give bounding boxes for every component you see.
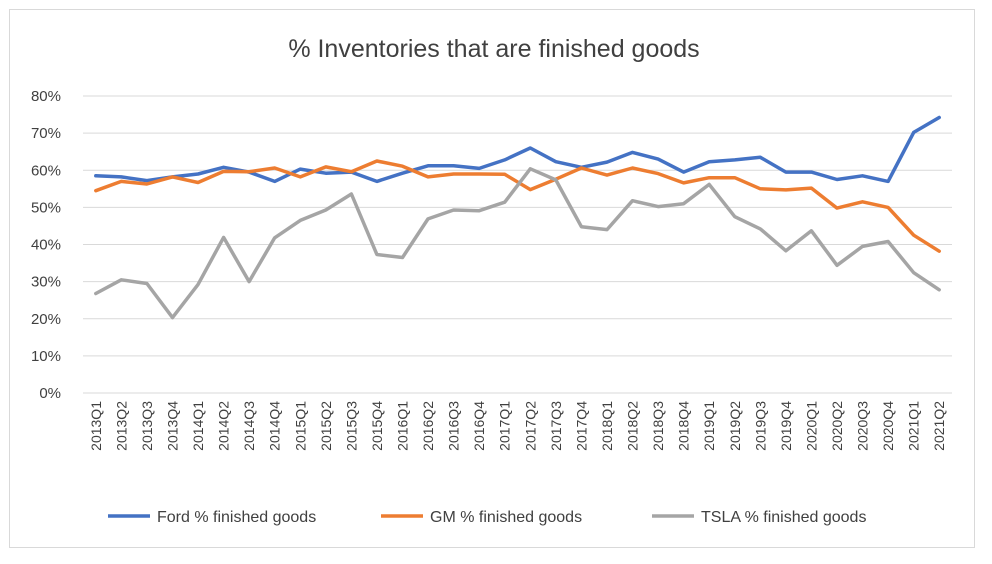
legend: Ford % finished goods GM % finished goods… — [108, 509, 866, 526]
x-tick-label: 2014Q4 — [267, 401, 283, 451]
x-tick-label: 2017Q1 — [497, 401, 513, 451]
gridlines — [83, 95, 952, 394]
y-tick-label: 20% — [31, 311, 61, 328]
x-tick-label: 2015Q3 — [343, 401, 359, 451]
x-tick-label: 2016Q2 — [420, 401, 436, 451]
y-tick-label: 10% — [31, 348, 61, 365]
chart-frame — [9, 9, 975, 548]
x-tick-label: 2020Q4 — [880, 401, 896, 451]
x-axis-ticks: 2013Q1 2013Q2 2013Q3 2013Q4 2014Q1 2014Q2 2014… — [88, 401, 947, 451]
x-tick-label: 2013Q3 — [139, 401, 155, 451]
chart-title: % Inventories that are finished goods — [288, 35, 699, 63]
y-tick-label: 70% — [31, 125, 61, 142]
legend-label: Ford % finished goods — [157, 509, 316, 526]
x-tick-label: 2017Q4 — [573, 401, 589, 451]
series-line-1 — [94, 115, 941, 184]
y-tick-label: 0% — [39, 385, 61, 402]
y-tick-label: 60% — [31, 162, 61, 179]
x-tick-label: 2013Q1 — [88, 401, 104, 451]
x-tick-label: 2018Q3 — [650, 401, 666, 451]
y-tick-label: 50% — [31, 199, 61, 216]
x-tick-label: 2018Q2 — [625, 401, 641, 451]
x-tick-label: 2018Q4 — [676, 401, 692, 451]
x-tick-label: 2016Q1 — [394, 401, 410, 451]
x-tick-label: 2014Q3 — [241, 401, 257, 451]
series-lines — [94, 115, 941, 320]
x-tick-label: 2019Q2 — [727, 401, 743, 451]
x-tick-label: 2021Q2 — [931, 401, 947, 451]
x-tick-label: 2020Q3 — [855, 401, 871, 451]
x-tick-label: 2019Q3 — [752, 401, 768, 451]
x-tick-label: 2017Q3 — [548, 401, 564, 451]
x-tick-label: 2013Q4 — [164, 401, 180, 451]
y-tick-label: 30% — [31, 274, 61, 291]
x-tick-label: 2015Q4 — [369, 401, 385, 451]
x-tick-label: 2014Q2 — [216, 401, 232, 451]
y-tick-label: 40% — [31, 237, 61, 254]
series-line-3 — [94, 167, 941, 320]
x-tick-label: 2015Q2 — [318, 401, 334, 451]
x-tick-label: 2013Q2 — [113, 401, 129, 451]
x-tick-label: 2019Q1 — [701, 401, 717, 451]
x-tick-label: 2020Q2 — [829, 401, 845, 451]
x-tick-label: 2016Q4 — [471, 401, 487, 451]
series-line-2 — [94, 159, 941, 253]
x-tick-label: 2018Q1 — [599, 401, 615, 451]
x-tick-label: 2017Q2 — [522, 401, 538, 451]
y-axis-ticks: 0% 10% 20% 30% 40% 50% 60% 70% 80% — [31, 88, 61, 402]
x-tick-label: 2019Q4 — [778, 401, 794, 451]
x-tick-label: 2020Q1 — [803, 401, 819, 451]
y-tick-label: 80% — [31, 88, 61, 105]
x-tick-label: 2014Q1 — [190, 401, 206, 451]
x-tick-label: 2016Q3 — [446, 401, 462, 451]
x-tick-label: 2015Q1 — [292, 401, 308, 451]
x-tick-label: 2021Q1 — [906, 401, 922, 451]
legend-label: TSLA % finished goods — [701, 509, 866, 526]
legend-label: GM % finished goods — [430, 509, 582, 526]
